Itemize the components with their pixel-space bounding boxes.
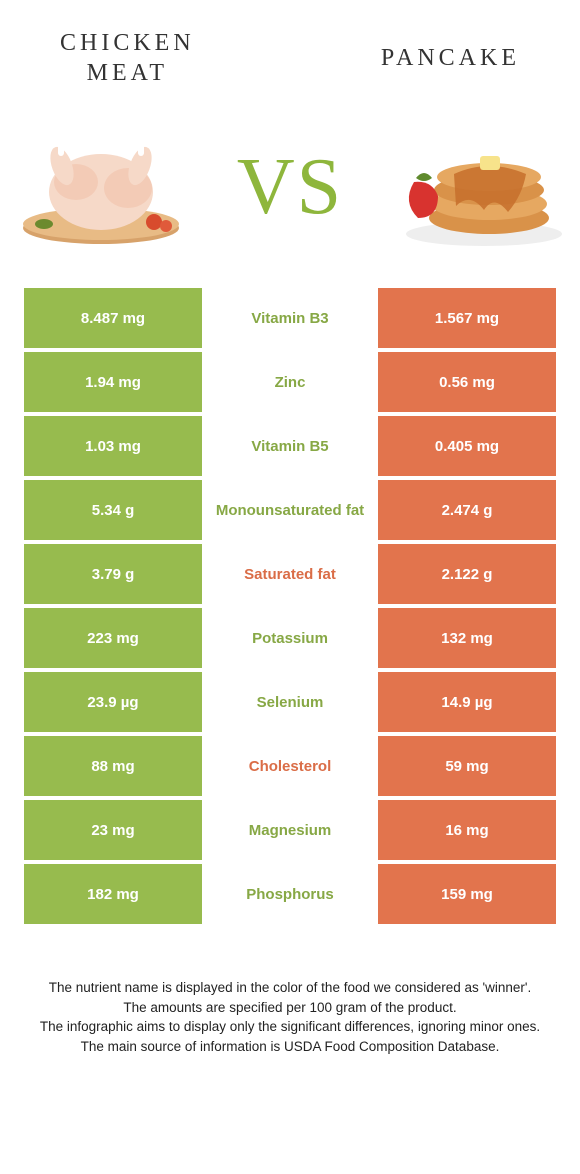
left-value: 8.487 mg <box>24 288 202 348</box>
footer-line-3: The infographic aims to display only the… <box>30 1017 550 1037</box>
table-row: 5.34 gMonounsaturated fat2.474 g <box>24 480 556 540</box>
left-value: 23.9 µg <box>24 672 202 732</box>
title-left: CHICKEN MEAT <box>60 28 195 88</box>
vs-label: VS <box>237 142 343 233</box>
right-value: 132 mg <box>378 608 556 668</box>
left-value: 5.34 g <box>24 480 202 540</box>
nutrient-name: Cholesterol <box>202 736 378 796</box>
hero: VS <box>0 88 580 288</box>
table-row: 23.9 µgSelenium14.9 µg <box>24 672 556 732</box>
table-row: 182 mgPhosphorus159 mg <box>24 864 556 924</box>
right-value: 2.474 g <box>378 480 556 540</box>
nutrient-name: Phosphorus <box>202 864 378 924</box>
title-right: PANCAKE <box>381 45 520 72</box>
right-value: 0.405 mg <box>378 416 556 476</box>
nutrient-name: Vitamin B5 <box>202 416 378 476</box>
right-value: 16 mg <box>378 800 556 860</box>
right-value: 2.122 g <box>378 544 556 604</box>
footer-notes: The nutrient name is displayed in the co… <box>0 928 580 1056</box>
left-value: 3.79 g <box>24 544 202 604</box>
nutrient-name: Monounsaturated fat <box>202 480 378 540</box>
nutrient-name: Zinc <box>202 352 378 412</box>
right-value: 0.56 mg <box>378 352 556 412</box>
title-left-line1: CHICKEN <box>60 28 195 58</box>
pancake-image <box>394 122 564 252</box>
right-value: 14.9 µg <box>378 672 556 732</box>
chicken-image <box>16 122 186 252</box>
left-value: 88 mg <box>24 736 202 796</box>
left-value: 223 mg <box>24 608 202 668</box>
right-value: 1.567 mg <box>378 288 556 348</box>
nutrient-name: Selenium <box>202 672 378 732</box>
table-row: 23 mgMagnesium16 mg <box>24 800 556 860</box>
footer-line-1: The nutrient name is displayed in the co… <box>30 978 550 998</box>
right-value: 159 mg <box>378 864 556 924</box>
table-row: 223 mgPotassium132 mg <box>24 608 556 668</box>
table-row: 3.79 gSaturated fat2.122 g <box>24 544 556 604</box>
table-row: 1.94 mgZinc0.56 mg <box>24 352 556 412</box>
header: CHICKEN MEAT PANCAKE <box>0 0 580 88</box>
left-value: 1.03 mg <box>24 416 202 476</box>
table-row: 8.487 mgVitamin B31.567 mg <box>24 288 556 348</box>
title-left-line2: MEAT <box>60 58 195 88</box>
nutrient-name: Magnesium <box>202 800 378 860</box>
nutrient-name: Vitamin B3 <box>202 288 378 348</box>
left-value: 23 mg <box>24 800 202 860</box>
table-row: 1.03 mgVitamin B50.405 mg <box>24 416 556 476</box>
left-value: 1.94 mg <box>24 352 202 412</box>
right-value: 59 mg <box>378 736 556 796</box>
footer-line-2: The amounts are specified per 100 gram o… <box>30 998 550 1018</box>
footer-line-4: The main source of information is USDA F… <box>30 1037 550 1057</box>
left-value: 182 mg <box>24 864 202 924</box>
nutrient-name: Potassium <box>202 608 378 668</box>
table-row: 88 mgCholesterol59 mg <box>24 736 556 796</box>
comparison-table: 8.487 mgVitamin B31.567 mg1.94 mgZinc0.5… <box>0 288 580 924</box>
nutrient-name: Saturated fat <box>202 544 378 604</box>
